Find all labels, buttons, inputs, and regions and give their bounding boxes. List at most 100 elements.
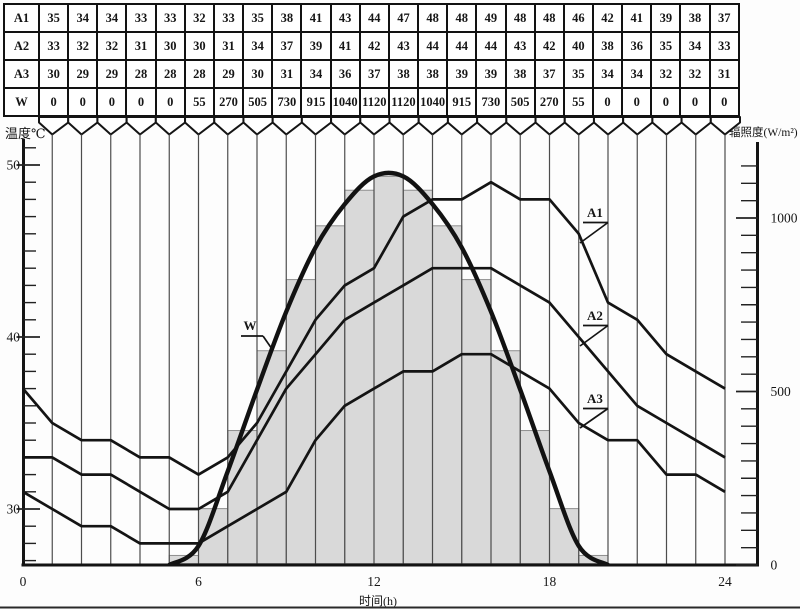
curve-label-leader <box>579 324 609 347</box>
irr-tick-label: 0 <box>771 558 778 573</box>
w-bar <box>373 175 404 565</box>
table-cell: 29 <box>67 59 99 89</box>
w-bar <box>461 279 492 565</box>
curve-label-leader <box>579 221 609 244</box>
table-cell: 915 <box>446 87 478 117</box>
right-axis-title: 辐照度(W/m²) <box>729 127 798 139</box>
table-cell: 270 <box>533 87 565 117</box>
funnel-pointer <box>446 116 479 136</box>
table-cell: 42 <box>591 3 624 33</box>
table-cell: 46 <box>562 3 594 33</box>
irr-tick-label: 1000 <box>771 211 798 226</box>
table-cell: 30 <box>242 59 274 89</box>
table-cell: 28 <box>125 59 157 89</box>
row-label: A3 <box>3 59 40 89</box>
curve-w <box>167 170 611 565</box>
table-cell: 34 <box>300 59 332 89</box>
table-cell: 34 <box>242 31 274 61</box>
table-cell: 31 <box>271 59 303 89</box>
table-cell: 38 <box>591 31 624 61</box>
table-cell: 39 <box>446 59 478 89</box>
table-cell: 505 <box>504 87 536 117</box>
curve-label-w: W <box>244 318 257 333</box>
table-row: A1 35 34 34 33 33 32 33 35 38 41 43 44 47 48 48 49 48 48 46… <box>3 3 741 33</box>
table-cell: 31 <box>212 31 245 61</box>
table-cell: 38 <box>271 3 303 33</box>
x-tick-label: 0 <box>20 574 27 589</box>
table-cell: 42 <box>533 31 565 61</box>
curve-label-a3: A3 <box>587 391 603 406</box>
table-cell: 40 <box>562 31 594 61</box>
funnel-pointer <box>271 116 303 136</box>
table-cell: 730 <box>475 87 507 117</box>
table-cell: 0 <box>591 87 624 117</box>
funnel-pointer <box>154 116 187 136</box>
table-cell: 35 <box>37 3 70 33</box>
table-cell: 32 <box>67 31 99 61</box>
table-cell: 34 <box>621 59 653 89</box>
funnel-pointer <box>563 116 595 136</box>
table-cell: 32 <box>679 59 711 89</box>
table-cell: 505 <box>242 87 274 117</box>
table-cell: 34 <box>591 59 624 89</box>
table-cell: 33 <box>125 3 157 33</box>
table-cell: 32 <box>183 3 215 33</box>
table-cell: 38 <box>417 59 449 89</box>
table-cell: 1040 <box>329 87 361 117</box>
funnel-pointer <box>67 116 99 136</box>
w-bar <box>285 279 316 565</box>
funnel-pointer <box>651 116 683 136</box>
curve-a1 <box>21 180 726 476</box>
table-cell: 33 <box>708 31 741 61</box>
x-axis-title: 时间(h) <box>359 594 397 608</box>
funnel-pointer <box>534 116 566 136</box>
w-bar <box>402 189 433 565</box>
table-cell: 30 <box>183 31 215 61</box>
table-cell: 1040 <box>417 87 449 117</box>
table-cell: 47 <box>387 3 420 33</box>
table-cell: 39 <box>475 59 507 89</box>
x-tick-label: 18 <box>543 574 557 589</box>
temp-tick-label: 50 <box>7 158 21 173</box>
table-cell: 41 <box>621 3 653 33</box>
table-cell: 43 <box>387 31 420 61</box>
table-cell: 44 <box>475 31 507 61</box>
table-cell: 48 <box>504 3 536 33</box>
table-cell: 34 <box>96 3 128 33</box>
curve-a3 <box>22 352 726 545</box>
table-cell: 37 <box>358 59 390 89</box>
table-cell: 37 <box>533 59 565 89</box>
row-label: W <box>3 87 40 117</box>
funnel-pointer <box>417 116 449 136</box>
table-cell: 37 <box>708 3 741 33</box>
table-cell: 48 <box>417 3 449 33</box>
table-cell: 28 <box>183 59 215 89</box>
table-cell: 35 <box>650 31 682 61</box>
table-cell: 30 <box>37 59 70 89</box>
table-cell: 34 <box>67 3 99 33</box>
table-cell: 32 <box>650 59 682 89</box>
table-cell: 49 <box>475 3 507 33</box>
table-cell: 43 <box>504 31 536 61</box>
row-label: A2 <box>3 31 40 61</box>
table-cell: 1120 <box>387 87 420 117</box>
table-cell: 270 <box>212 87 245 117</box>
table-cell: 31 <box>125 31 157 61</box>
table-cell: 30 <box>154 31 186 61</box>
data-table: A1 35 34 34 33 33 32 33 35 38 41 43 44 47 48 48 49 48 48 46… <box>3 3 741 117</box>
x-tick-label: 12 <box>367 574 381 589</box>
table-cell: 34 <box>679 31 711 61</box>
table-cell: 29 <box>96 59 128 89</box>
table-cell: 31 <box>708 59 741 89</box>
table-cell: 0 <box>67 87 99 117</box>
left-axis-title: 温度℃ <box>5 126 46 141</box>
table-cell: 42 <box>358 31 390 61</box>
table-cell: 33 <box>154 3 186 33</box>
funnel-pointer <box>242 116 274 136</box>
funnel-pointer <box>359 116 391 136</box>
table-row: A2 33 32 32 31 30 30 31 34 37 39 41 42 43 44 44 44 43 42 40… <box>3 31 741 61</box>
table-cell: 44 <box>417 31 449 61</box>
funnel-pointer <box>125 116 157 136</box>
table-cell: 29 <box>212 59 245 89</box>
